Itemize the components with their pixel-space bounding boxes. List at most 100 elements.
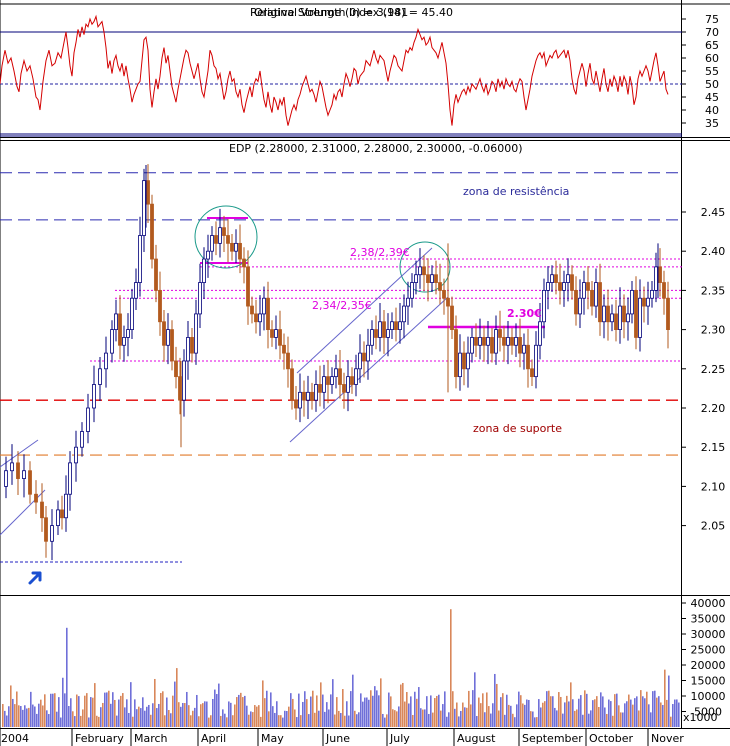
volume-bar [56,711,58,727]
volume-bar [160,692,162,727]
candles [4,164,670,561]
candle-body [40,501,44,519]
candle-body [118,313,122,346]
candle-body [538,321,542,346]
rsi-tick-label: 70 [705,26,719,39]
volume-bar [192,710,194,727]
volume-bar [224,713,226,727]
candle-body [194,313,198,354]
volume-bar [24,705,26,727]
volume-bar [334,714,336,727]
candle-body [590,289,594,307]
price-annotations [28,571,42,585]
volume-bar [46,710,48,727]
volume-bar [238,694,240,727]
volume-bar [168,709,170,727]
candle-body [602,305,606,323]
candle-body [598,282,602,323]
volume-bar [22,709,24,727]
volume-bar [36,713,38,727]
volume-bar [54,693,56,727]
volume-bar [188,705,190,727]
volume-bar [162,691,164,727]
volume-bar [464,707,466,727]
volume-bar [18,705,20,727]
volume-bar [264,698,266,727]
volume-bar [586,693,588,727]
volume-bar [444,691,446,727]
candle-body [614,313,618,331]
volume-bar [132,716,134,727]
candle-body [342,384,346,393]
volume-bar [256,706,258,727]
volume-bar [40,699,42,727]
volume-bar [598,707,600,727]
price-tick-label: 2.25 [701,363,726,376]
candle-body [662,282,666,299]
volume-bar [338,710,340,727]
volume-bar [434,698,436,727]
volume-bar [664,669,666,727]
volume-bar [76,694,78,727]
candle-body [86,407,90,432]
volume-bar [330,694,332,727]
volume-bar [486,692,488,727]
volume-bar [38,703,40,727]
volume-bar [656,697,658,727]
volume-bar [292,698,294,727]
candle-body [654,266,658,291]
volume-bar [404,701,406,727]
volume-bar [480,703,482,727]
volume-bar [206,701,208,727]
volume-bar [312,690,314,727]
volume-bar [180,706,182,727]
candle-body [146,180,150,205]
candle-body [458,352,462,378]
volume-bar [676,699,678,727]
volume-bar [638,710,640,727]
volume-bar [274,712,276,727]
candle-body [406,297,410,307]
volume-bar [386,714,388,727]
candle-body [56,509,60,527]
volume-bar [212,698,214,727]
volume-bar [158,703,160,727]
volume-bar [252,712,254,727]
volume-bar [324,711,326,727]
volume-bar [262,680,264,727]
candle-body [630,289,634,315]
volume-bar [130,682,132,727]
volume-bar [614,694,616,727]
volume-bar [328,709,330,727]
candle-body [166,329,170,346]
volume-bar [674,699,676,727]
volume-bar [400,684,402,727]
candle-body [138,235,142,283]
volume-bar [248,714,250,727]
volume-bar [156,708,158,727]
volume-bar [624,703,626,727]
candle-body [190,337,194,354]
volume-bar [538,699,540,727]
candle-body [80,431,84,448]
volume-bar [402,682,404,727]
volume-bar [472,690,474,727]
candle-body [226,235,230,244]
candle-body [634,289,638,338]
volume-bar [452,691,454,727]
channel-lower [289,296,449,443]
volume-bar [308,714,310,727]
candle-body [482,337,486,346]
candle-body [366,344,370,362]
volume-tick-label: 20000 [691,659,726,672]
candle-body [154,258,158,291]
candle-body [502,337,506,346]
candle-body [214,235,218,244]
candle-body [514,337,518,346]
candle-body [486,337,490,346]
volume-bar [528,699,530,727]
volume-bar [622,712,624,727]
volume-bar [438,694,440,727]
volume-bar [514,717,516,727]
volume-bar [270,692,272,727]
